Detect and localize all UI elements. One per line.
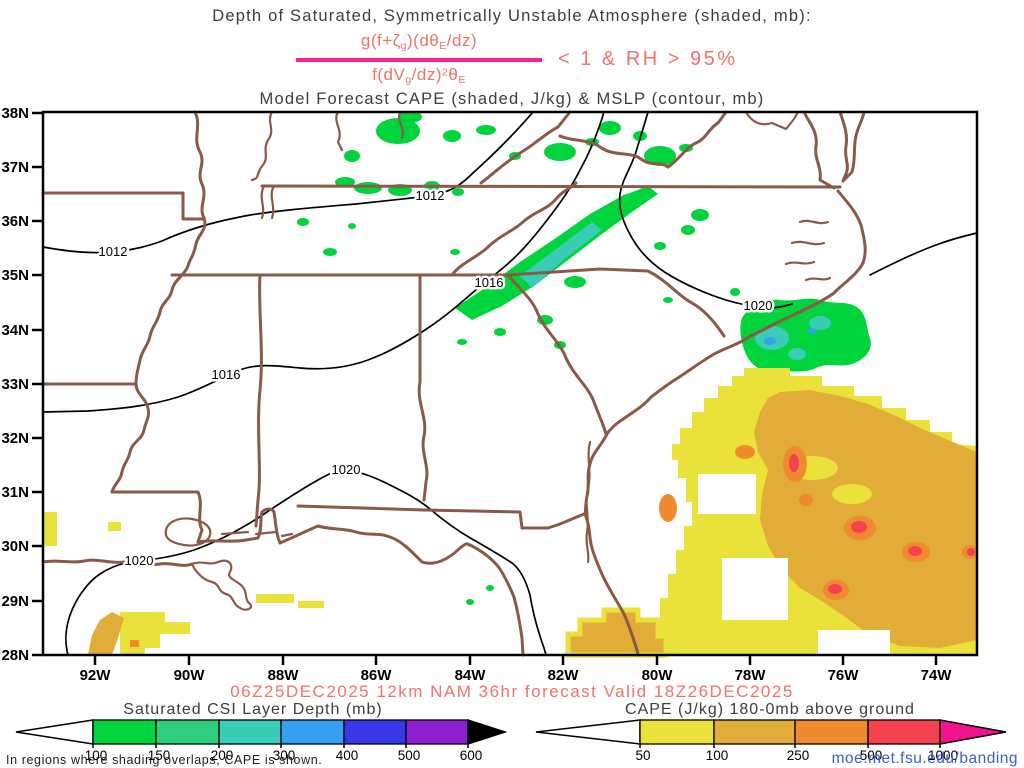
forecast-valid-line: 06Z25DEC2025 12km NAM 36hr forecast Vali… — [230, 682, 794, 701]
contour-label: 1012 — [99, 244, 128, 259]
lat-label: 28N — [1, 647, 29, 664]
colorbar-segment — [639, 719, 715, 745]
colorbar-segment — [867, 719, 941, 745]
colorbar-tick-label: 1000 — [928, 748, 958, 763]
colorbar-tick-label: 500 — [860, 748, 883, 763]
longitude-axis: 92W 90W 88W 86W 84W 82W 80W 78W 76W 74W — [80, 655, 953, 684]
formula-condition: < 1 & RH > 95% — [558, 48, 738, 70]
colorbar-tick-label: 100 — [85, 748, 108, 763]
main-title: Depth of Saturated, Symmetrically Unstab… — [212, 7, 812, 25]
colorbar-segment — [92, 719, 157, 745]
contour-label: 1020 — [332, 462, 361, 477]
lon-label: 78W — [735, 667, 767, 684]
colorbar-right-arrow — [467, 718, 508, 746]
colorbar-segment — [343, 719, 407, 745]
colorbar-segment — [218, 719, 282, 745]
state-borders-coastlines — [41, 110, 867, 657]
lon-label: 76W — [828, 667, 860, 684]
colorbar-left-arrow — [15, 719, 94, 745]
mslp-contours — [42, 111, 978, 656]
fraction-bar — [296, 58, 542, 62]
colorbar-tick-label: 600 — [460, 748, 483, 763]
lon-label: 88W — [268, 667, 300, 684]
colorbar-segment — [155, 719, 220, 745]
colorbar-tick-label: 150 — [148, 748, 171, 763]
colorbar-tick-label: 500 — [398, 748, 421, 763]
lon-label: 90W — [174, 667, 206, 684]
overlap-note: In regions where shading overlaps, CAPE … — [6, 753, 323, 767]
formula-numerator: g(f+ζg)(dθE/dz) — [360, 31, 478, 53]
lat-label: 32N — [1, 430, 29, 447]
subtitle: Model Forecast CAPE (shaded, J/kg) & MSL… — [259, 90, 765, 108]
colorbar-segment — [794, 719, 869, 745]
colorbar-title: CAPE (J/kg) 180-0mb above ground — [625, 701, 915, 718]
lon-label: 84W — [455, 667, 487, 684]
cape-colorbar: CAPE (J/kg) 180-0mb above ground 50 100 250… — [535, 701, 1007, 763]
formula-denominator: f(dVg/dz)2θE — [372, 65, 466, 87]
colorbar-segment — [713, 719, 796, 745]
colorbar-title: Saturated CSI Layer Depth (mb) — [123, 701, 382, 718]
colorbar-tick-label: 50 — [635, 748, 650, 763]
lat-label: 31N — [1, 484, 29, 501]
csi-colorbar: Saturated CSI Layer Depth (mb) 100 150 200 3… — [15, 701, 508, 763]
colorbar-tick-label: 250 — [787, 748, 810, 763]
contour-label: 1020 — [125, 553, 154, 568]
cape-shading-layer — [43, 368, 978, 658]
colorbar-left-arrow — [535, 719, 641, 745]
lon-label: 82W — [548, 667, 580, 684]
lat-label: 30N — [1, 538, 29, 555]
lat-label: 38N — [1, 105, 29, 122]
colorbar-tick-label: 400 — [336, 748, 359, 763]
lat-label: 33N — [1, 376, 29, 393]
colorbar-tick-label: 100 — [706, 748, 729, 763]
lon-label: 74W — [921, 667, 953, 684]
latitude-axis: 38N 37N 36N 35N 34N 33N 32N 31N 30N 29N 28N — [1, 105, 43, 664]
contour-label: 1012 — [416, 188, 445, 203]
colorbar-segment — [280, 719, 345, 745]
contour-label: 1020 — [744, 298, 773, 313]
lon-label: 92W — [80, 667, 112, 684]
lon-label: 80W — [642, 667, 674, 684]
lat-label: 34N — [1, 322, 29, 339]
contour-labels: 1012 1012 1016 1016 1020 1020 1020 — [96, 186, 775, 571]
lon-label: 86W — [361, 667, 393, 684]
website-link[interactable]: moe.met.fsu.edu/banding — [831, 750, 1018, 767]
lat-label: 35N — [1, 267, 29, 284]
contour-label: 1016 — [475, 275, 504, 290]
lat-label: 29N — [1, 593, 29, 610]
colorbar-tick-label: 300 — [273, 748, 296, 763]
lat-label: 36N — [1, 213, 29, 230]
lat-label: 37N — [1, 159, 29, 176]
colorbar-right-arrow — [939, 719, 1007, 745]
contour-label: 1016 — [212, 367, 241, 382]
colorbar-segment — [405, 719, 469, 745]
colorbar-tick-label: 200 — [211, 748, 234, 763]
